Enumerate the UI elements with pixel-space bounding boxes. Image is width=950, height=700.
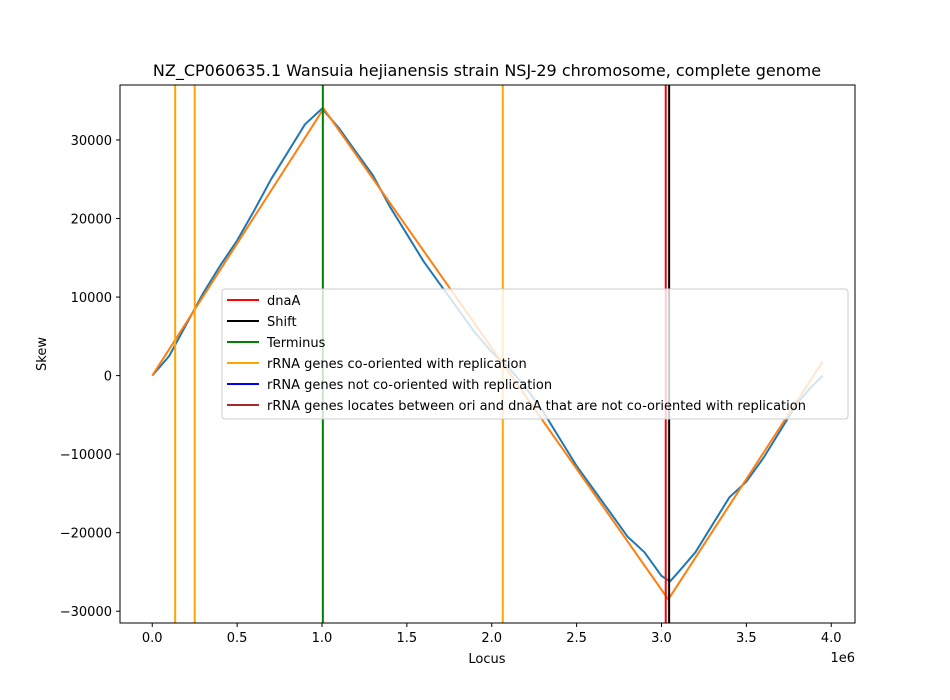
x-tick-label: 1.0 [312, 631, 333, 646]
y-tick-label: 20000 [71, 213, 112, 228]
axes: 0.0 0.5 1.0 1.5 2.0 2.5 3.0 3.5 4.0 −30000 −20000 −… [60, 134, 842, 646]
legend-label: rRNA genes not co-oriented with replicat… [267, 378, 552, 393]
legend-label: rRNA genes locates between ori and dnaA … [267, 399, 806, 414]
x-tick-label: 1.5 [397, 631, 418, 646]
x-tick-label: 4.0 [821, 631, 842, 646]
y-tick-label: −30000 [60, 605, 112, 620]
plot-frame [119, 84, 856, 624]
legend-label: Terminus [266, 336, 326, 351]
y-tick-label: −10000 [60, 448, 112, 463]
legend-box [221, 288, 849, 420]
legend-label: Shift [267, 315, 297, 330]
y-tick-label: 0 [104, 370, 112, 385]
y-tick-label: 10000 [71, 291, 112, 306]
x-tick-label: 3.5 [736, 631, 757, 646]
y-tick-label: 30000 [71, 134, 112, 149]
x-axis-offset-label: 1e6 [830, 651, 855, 666]
x-axis-label: Locus [468, 652, 505, 667]
x-tick-label: 2.5 [566, 631, 587, 646]
legend-label: dnaA [267, 294, 300, 309]
legend-label: rRNA genes co-oriented with replication [267, 357, 527, 372]
x-tick-label: 2.0 [481, 631, 502, 646]
legend: dnaA Shift Terminus rRNA genes co-oriented … [221, 288, 849, 420]
x-tick-label: 0.0 [142, 631, 163, 646]
chart-title: NZ_CP060635.1 Wansuia hejianensis strain… [153, 61, 821, 81]
x-tick-label: 3.0 [651, 631, 672, 646]
y-axis-label: Skew [35, 337, 50, 371]
y-tick-label: −20000 [60, 527, 112, 542]
x-tick-label: 0.5 [227, 631, 248, 646]
